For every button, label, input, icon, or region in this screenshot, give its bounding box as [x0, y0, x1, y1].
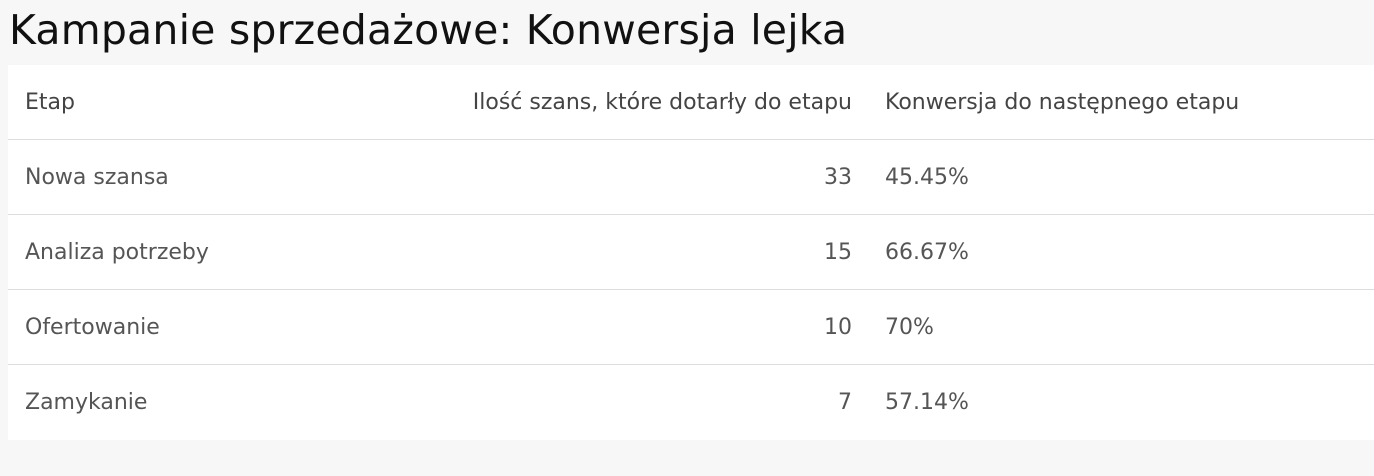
- cell-conversion: 57.14%: [885, 389, 969, 415]
- table-row: Ofertowanie 10 70%: [8, 289, 1374, 365]
- header-conversion: Konwersja do następnego etapu: [852, 65, 1374, 140]
- funnel-table: Etap Ilość szans, które dotarły do etapu…: [8, 65, 1374, 439]
- cell-count: 10: [325, 289, 852, 365]
- cell-stage: Zamykanie: [25, 389, 148, 415]
- cell-count: 15: [325, 214, 852, 290]
- cell-conversion: 70%: [852, 289, 1374, 365]
- cell-stage: Ofertowanie: [8, 289, 325, 365]
- cell-count: 7: [838, 389, 852, 415]
- table-row: Zamykanie 7 57.14%: [8, 365, 1374, 440]
- header-count: Ilość szans, które dotarły do etapu: [325, 65, 852, 140]
- cell-conversion: 45.45%: [852, 139, 1374, 215]
- page-title: Kampanie sprzedażowe: Konwersja lejka: [9, 6, 848, 54]
- cell-count: 33: [325, 139, 852, 215]
- cell-stage: Nowa szansa: [8, 139, 325, 215]
- funnel-table-card: Etap Ilość szans, które dotarły do etapu…: [8, 65, 1374, 440]
- cell-conversion: 66.67%: [852, 214, 1374, 290]
- table-header-row: Etap Ilość szans, które dotarły do etapu…: [8, 65, 1374, 140]
- header-stage: Etap: [8, 65, 325, 140]
- cell-stage: Analiza potrzeby: [8, 214, 325, 290]
- table-row: Analiza potrzeby 15 66.67%: [8, 214, 1374, 290]
- table-row: Nowa szansa 33 45.45%: [8, 139, 1374, 215]
